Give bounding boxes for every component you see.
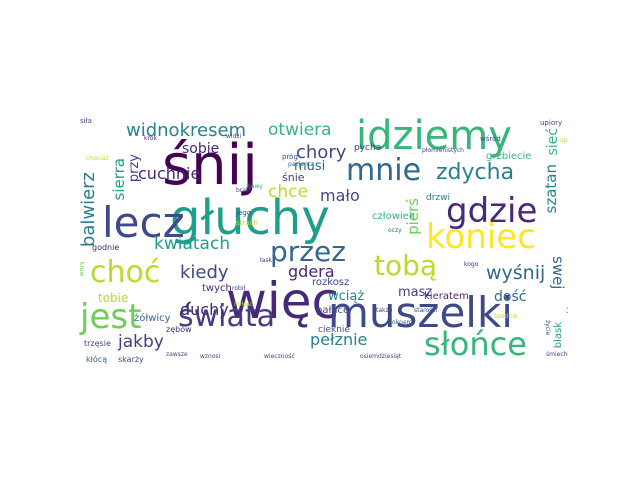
word: lecz [102,198,185,247]
word: kieratem [424,291,469,302]
word: próg [282,153,298,161]
word: kogo [464,261,479,268]
word: oczy [388,227,402,234]
word: strach [236,219,258,227]
word: swej [549,256,567,290]
word: balwierz [78,172,99,248]
word: robił [232,285,246,292]
word: żółwicy [134,313,171,324]
word: człowiek [372,211,415,222]
word: gdzie [446,191,538,231]
word: miłość [234,301,254,308]
word: gdera [288,262,335,281]
word: życie [544,320,551,336]
word: pałace [316,305,350,316]
word: twych [202,283,232,294]
word: musi [294,159,326,174]
word: chory [296,142,347,163]
word: cieknie [318,325,350,335]
word: kiedy [180,262,229,283]
word: wznosi [200,353,221,360]
word: zjawy [246,183,263,190]
word: krok [144,135,157,142]
word: wyśnij [486,262,546,284]
word: jakby [118,332,164,352]
word: trzęsie [84,339,111,348]
word: chociaż [86,155,109,162]
word: łask [260,257,272,264]
word: masz [398,285,433,300]
word: widnokresem [126,120,247,141]
word: rozkosz [312,277,350,288]
word: mnie [346,153,422,188]
word: głuchy [170,190,330,246]
word: drzwi [426,193,450,203]
word: skarży [118,355,144,364]
word: płomienistych [422,147,464,154]
word: śnij [162,133,258,198]
word: jego [236,209,251,217]
word: tobie [98,291,129,305]
word: upór [560,137,568,144]
word: pacjenta [288,161,314,168]
word: świata [178,299,276,334]
word: siła [80,117,92,125]
word: śnie [282,171,305,184]
word: zębów [166,325,192,334]
word: przy [127,154,142,183]
word: widzi [226,133,242,140]
word: także [376,307,393,314]
word: śmiechu [546,351,568,358]
word: słońce [424,325,527,363]
word: idziemy [356,114,512,159]
word: duchy [180,300,229,319]
word: choć [90,255,161,290]
word: dość [494,289,527,305]
word: otwiera [268,120,332,140]
word: stopy [566,298,568,315]
word: kwiatach [154,234,231,254]
word: jest [80,297,142,337]
word: szatan [542,164,560,214]
word: przez [270,235,346,268]
word: wieczność [264,353,295,360]
word: blask [553,322,564,349]
word: zawsze [166,351,188,358]
word: wśród [480,135,501,143]
word: pycha [354,143,382,153]
word: grzbiecie [486,151,532,162]
word: pełznie [310,330,368,349]
word: upiory [540,119,563,127]
word: cuchnie [138,164,201,183]
word: muszelki [328,288,513,337]
word: zdycha [436,160,515,185]
word: oknem [392,319,413,326]
word: starości [414,307,438,314]
word: osiemdziesiąt [360,353,402,360]
word: godnie [92,243,120,252]
word: krew [78,262,85,277]
word: sobie [182,141,220,157]
word: koniec [426,217,536,257]
word: brak [236,187,250,194]
word: wciąż [328,289,365,304]
word: tobą [374,249,438,282]
word: kłócą [86,355,108,364]
word: sierra [110,158,128,201]
word: spodnie [494,313,518,320]
word: więc [226,272,340,330]
word: sieć [545,128,561,156]
word: mało [320,186,360,205]
word-cloud: śnij głuchy więc muszelki lecz idziemy g… [74,114,568,364]
word: chce [268,182,308,202]
